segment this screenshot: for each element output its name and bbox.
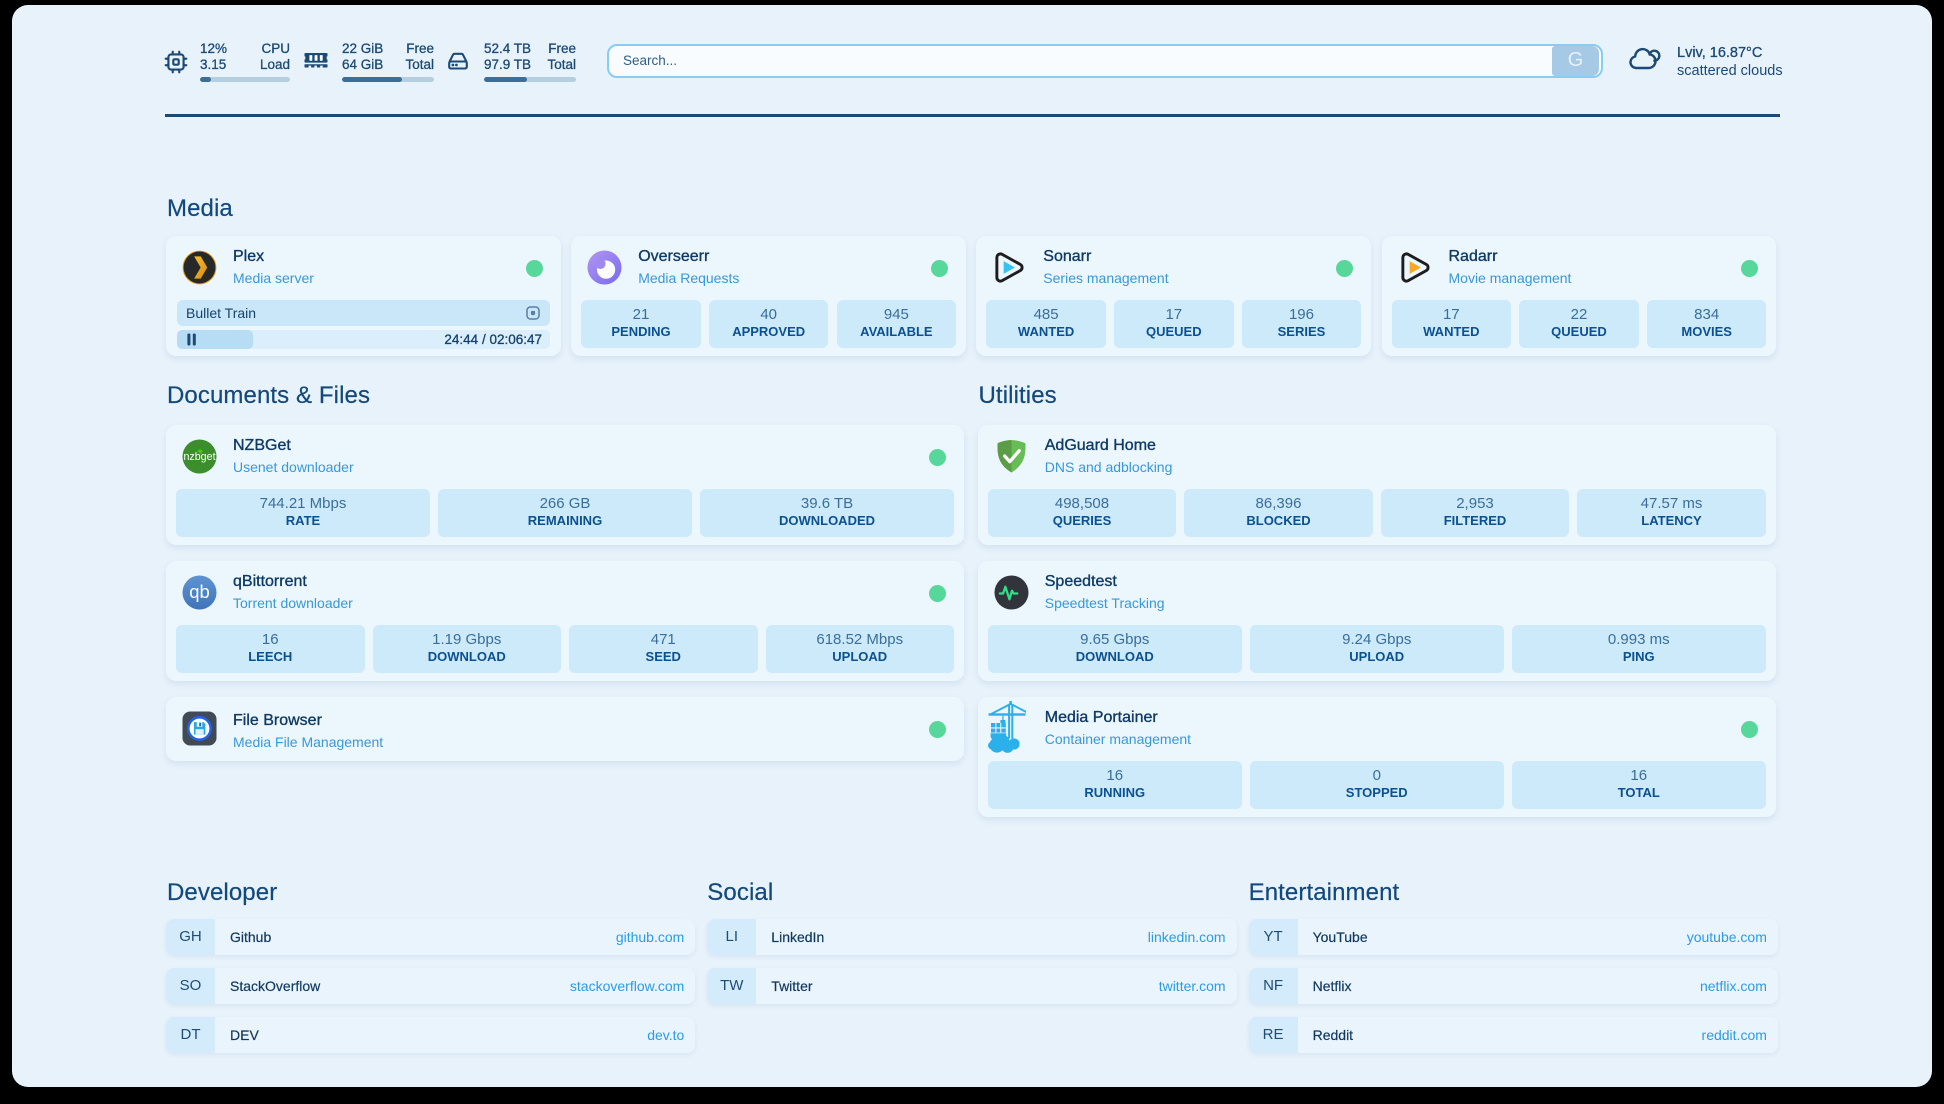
svg-text:qb: qb — [189, 581, 210, 602]
svg-text:nzbget: nzbget — [183, 451, 215, 463]
